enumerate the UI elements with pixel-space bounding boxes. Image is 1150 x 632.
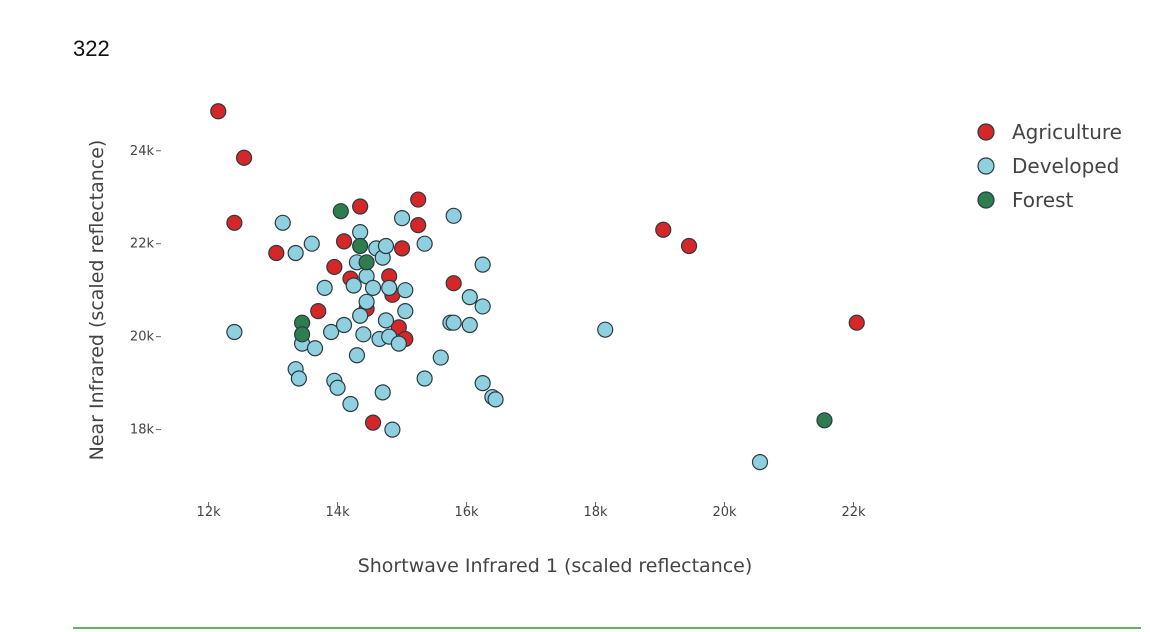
- y-tick-label: 18k: [130, 423, 155, 438]
- legend-label: Agriculture: [1012, 120, 1122, 144]
- data-point-agriculture[interactable]: [848, 314, 865, 331]
- data-point-agriculture[interactable]: [364, 414, 382, 431]
- x-tick-label: 14k: [326, 505, 351, 520]
- data-point-agriculture[interactable]: [393, 240, 411, 257]
- data-point-developed[interactable]: [335, 316, 353, 334]
- data-point-agriculture[interactable]: [210, 103, 227, 120]
- legend-item-developed[interactable]: Developed: [977, 154, 1119, 178]
- data-point-agriculture[interactable]: [445, 275, 462, 292]
- legend-marker: [977, 123, 995, 141]
- data-point-agriculture[interactable]: [335, 233, 353, 250]
- x-tick-label: 20k: [712, 505, 737, 520]
- data-point-developed[interactable]: [416, 370, 433, 387]
- series-developed: [226, 207, 769, 471]
- data-point-agriculture[interactable]: [226, 214, 243, 231]
- data-point-developed[interactable]: [226, 323, 243, 341]
- data-point-agriculture[interactable]: [235, 149, 253, 166]
- legend-label: Forest: [1012, 188, 1074, 212]
- data-point-developed[interactable]: [474, 298, 491, 315]
- data-point-developed[interactable]: [345, 277, 362, 294]
- data-point-developed[interactable]: [393, 210, 411, 227]
- legend-item-agriculture[interactable]: Agriculture: [977, 120, 1122, 144]
- series-agriculture: [210, 103, 865, 431]
- data-point-agriculture[interactable]: [410, 217, 427, 234]
- data-point-developed[interactable]: [374, 384, 391, 401]
- data-point-forest[interactable]: [816, 412, 833, 429]
- data-point-developed[interactable]: [303, 235, 320, 252]
- data-point-developed[interactable]: [348, 347, 366, 364]
- x-tick-label: 16k: [455, 505, 480, 520]
- legend-item-forest[interactable]: Forest: [977, 188, 1074, 212]
- data-point-agriculture[interactable]: [268, 244, 285, 262]
- data-point-developed[interactable]: [487, 391, 504, 408]
- y-axis-ticks: 18k 20k 22k 24k: [130, 144, 161, 438]
- data-point-developed[interactable]: [352, 307, 369, 324]
- data-point-developed[interactable]: [358, 293, 375, 310]
- data-point-developed[interactable]: [352, 223, 369, 241]
- data-point-agriculture[interactable]: [352, 198, 369, 215]
- data-point-developed[interactable]: [597, 321, 614, 338]
- x-tick-label: 12k: [197, 505, 222, 520]
- data-point-developed[interactable]: [290, 370, 307, 387]
- data-point-agriculture[interactable]: [410, 191, 427, 208]
- x-tick-label: 18k: [584, 505, 609, 520]
- data-point-agriculture[interactable]: [326, 258, 343, 276]
- data-point-developed[interactable]: [329, 379, 346, 396]
- data-point-forest[interactable]: [294, 326, 311, 343]
- data-point-developed[interactable]: [381, 279, 398, 296]
- data-point-developed[interactable]: [274, 214, 291, 231]
- y-tick-label: 20k: [130, 330, 155, 345]
- data-point-developed[interactable]: [416, 235, 433, 252]
- y-axis-title: Near Infrared (scaled reflectance): [86, 140, 108, 461]
- y-tick-label: 24k: [130, 144, 155, 159]
- data-point-developed[interactable]: [287, 244, 304, 262]
- footer-rule: [73, 627, 1141, 629]
- legend-marker: [977, 191, 995, 209]
- data-point-forest[interactable]: [332, 203, 349, 220]
- x-axis-ticks: 12k 14k 16k 18k 20k 22k: [197, 502, 866, 520]
- data-point-developed[interactable]: [751, 454, 769, 471]
- data-point-agriculture[interactable]: [680, 237, 698, 255]
- plot-points: [210, 103, 865, 471]
- data-point-agriculture[interactable]: [310, 302, 327, 320]
- data-point-developed[interactable]: [474, 375, 491, 392]
- page-number: 322: [73, 36, 110, 61]
- data-point-developed[interactable]: [432, 349, 449, 366]
- data-point-developed[interactable]: [364, 279, 382, 296]
- data-point-developed[interactable]: [384, 421, 401, 438]
- series-forest: [294, 203, 833, 429]
- data-point-developed[interactable]: [323, 323, 340, 341]
- data-point-agriculture[interactable]: [655, 221, 672, 238]
- data-point-developed[interactable]: [342, 395, 359, 413]
- x-tick-label: 22k: [841, 505, 866, 520]
- data-point-developed[interactable]: [445, 207, 462, 224]
- data-point-developed[interactable]: [355, 326, 372, 343]
- data-point-developed[interactable]: [377, 312, 395, 329]
- data-point-developed[interactable]: [397, 302, 414, 320]
- y-tick-label: 22k: [130, 237, 155, 252]
- data-point-developed[interactable]: [306, 340, 324, 357]
- data-point-developed[interactable]: [390, 335, 407, 352]
- data-point-forest[interactable]: [352, 237, 369, 255]
- data-point-developed[interactable]: [474, 256, 491, 273]
- legend: Agriculture Developed Forest: [977, 120, 1122, 212]
- data-point-forest[interactable]: [358, 254, 375, 271]
- legend-label: Developed: [1012, 154, 1119, 178]
- data-point-developed[interactable]: [461, 289, 478, 306]
- data-point-developed[interactable]: [316, 279, 333, 296]
- legend-marker: [977, 157, 995, 175]
- data-point-developed[interactable]: [445, 314, 462, 331]
- x-axis-title: Shortwave Infrared 1 (scaled reflectance…: [358, 555, 753, 577]
- data-point-developed[interactable]: [397, 282, 414, 299]
- data-point-developed[interactable]: [377, 237, 395, 255]
- data-point-developed[interactable]: [461, 316, 478, 334]
